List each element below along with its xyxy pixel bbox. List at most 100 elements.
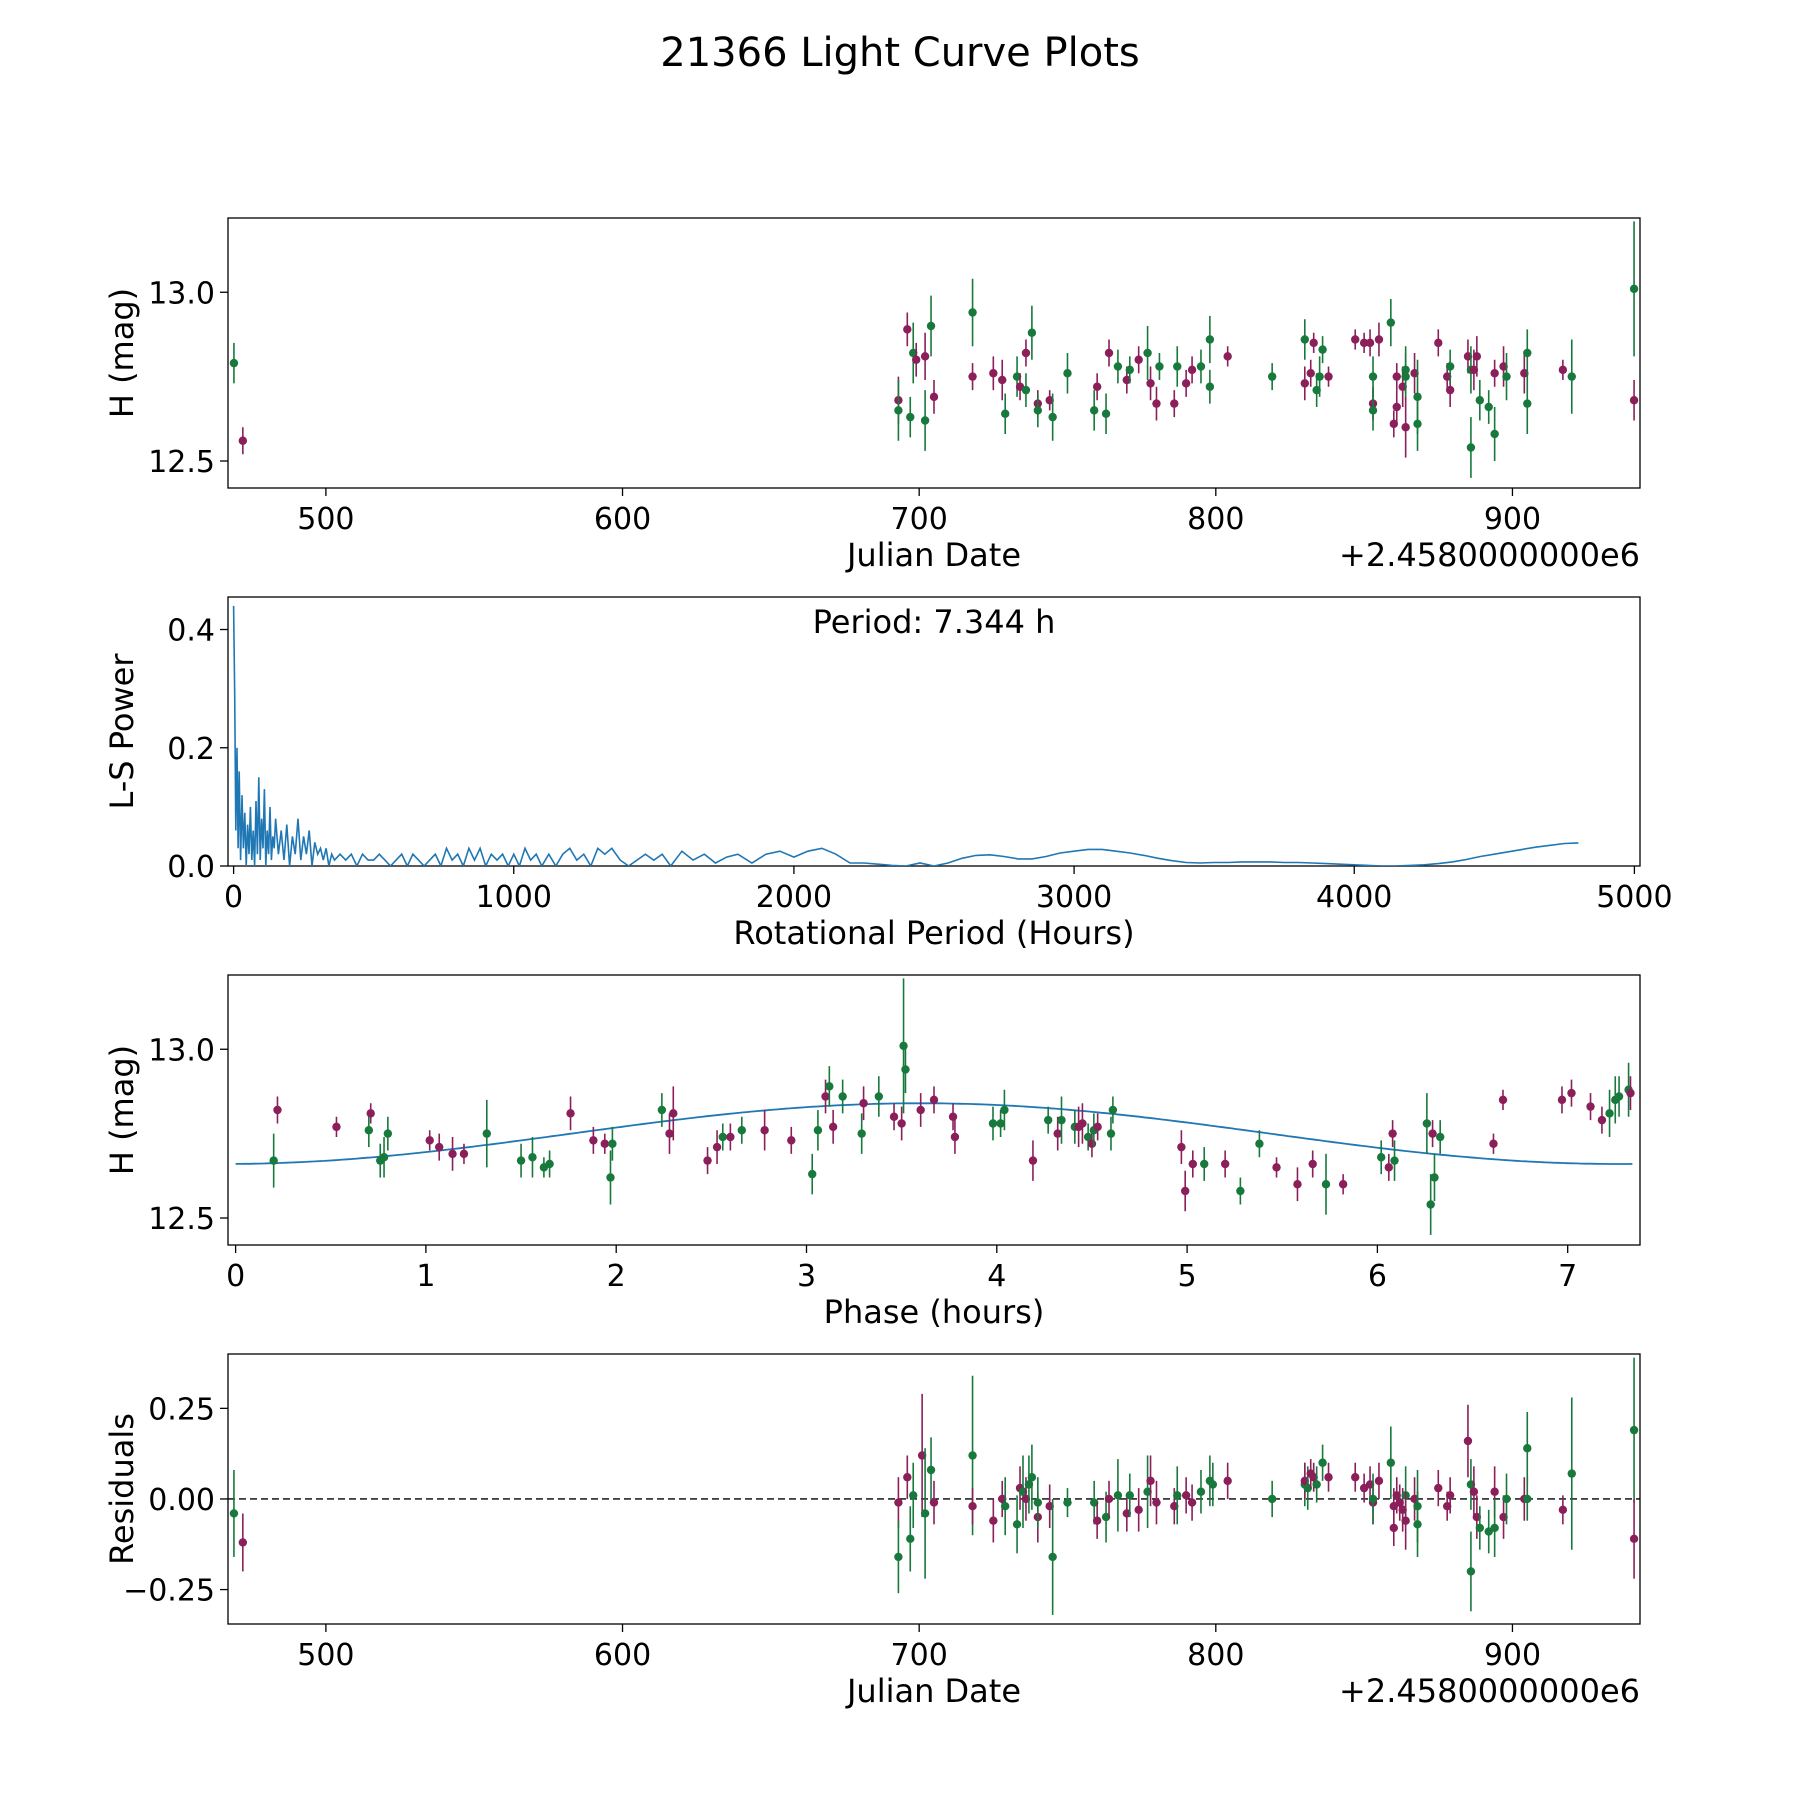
residuals-point: [1143, 1487, 1152, 1496]
light-curve-point: [1490, 369, 1499, 378]
residuals-point: [926, 1465, 936, 1475]
phase-curve-point: [1293, 1180, 1302, 1189]
light-curve-point: [1523, 399, 1532, 408]
residuals-point: [229, 1509, 239, 1518]
light-curve-point: [1368, 406, 1378, 415]
light-curve-point: [1463, 352, 1473, 361]
residuals-point: [1475, 1523, 1485, 1533]
light-curve-point: [920, 352, 930, 361]
light-curve-xtick-label: 900: [1484, 502, 1541, 537]
phase-curve-point: [1000, 1105, 1009, 1115]
phase-curve-point: [273, 1105, 282, 1115]
residuals-point: [989, 1516, 998, 1525]
residuals-point: [1490, 1487, 1499, 1496]
phase-curve-point: [1083, 1132, 1093, 1142]
phase-curve-xtick-label: 5: [1178, 1259, 1197, 1294]
light-curve-frame: [227, 217, 1641, 489]
phase-curve-point: [1428, 1129, 1437, 1138]
phase-curve-point: [1338, 1180, 1348, 1189]
light-curve-point: [1122, 375, 1132, 385]
residuals-point: [1021, 1494, 1031, 1504]
phase-curve-point: [857, 1129, 866, 1138]
residuals-ytick-label: 0.00: [148, 1483, 215, 1518]
residuals-point: [1312, 1480, 1321, 1489]
light-curve-point: [1170, 399, 1179, 408]
phase-curve-point: [838, 1092, 847, 1101]
residuals-point: [1466, 1567, 1476, 1576]
phase-curve-point: [1435, 1132, 1445, 1142]
phase-curve-point: [1388, 1129, 1397, 1138]
phase-curve-point: [366, 1109, 375, 1118]
phase-curve-xtick-label: 6: [1368, 1259, 1387, 1294]
phase-curve-point: [1586, 1102, 1595, 1111]
residuals-point: [1324, 1473, 1333, 1482]
residuals-point: [1386, 1458, 1396, 1467]
phase-curve-point: [1255, 1139, 1264, 1148]
phase-curve-point: [889, 1112, 899, 1121]
residuals-plot-area: [228, 1357, 1640, 1615]
residuals-point: [968, 1502, 977, 1511]
phase-curve-point: [606, 1173, 615, 1182]
phase-curve-panel: 0 1 2 3 4 5 6 7 12.5 13.0 Phase (hours) H (mag): [103, 974, 1641, 1331]
phase-curve-point: [1498, 1095, 1508, 1105]
phase-curve-xlabel: Phase (hours): [824, 1293, 1045, 1331]
light-curve-point: [1012, 372, 1022, 381]
light-curve-xlabel: Julian Date: [845, 536, 1021, 574]
light-curve-xtick-label: 600: [594, 502, 651, 537]
periodogram-xtick-label: 0: [224, 880, 243, 915]
residuals-point: [1092, 1516, 1102, 1525]
phase-curve-point: [901, 1065, 910, 1074]
residuals-point: [1401, 1516, 1410, 1525]
light-curve-point: [1223, 352, 1232, 361]
light-curve-point: [1045, 396, 1054, 405]
light-curve-point: [998, 375, 1007, 385]
residuals-point: [1196, 1487, 1206, 1496]
periodogram-plot-area: [232, 605, 1579, 866]
phase-curve-point: [996, 1119, 1005, 1128]
residuals-point: [903, 1473, 912, 1482]
phase-curve-point: [1200, 1159, 1209, 1169]
light-curve-point: [1267, 372, 1277, 381]
light-curve-offset-label: +2.4580000000e6: [1339, 536, 1640, 574]
phase-curve-point: [1087, 1139, 1097, 1148]
residuals-point: [929, 1498, 939, 1507]
light-curve-plot-area: [229, 221, 1639, 478]
phase-curve-point: [516, 1156, 526, 1165]
phase-curve-point: [813, 1126, 823, 1135]
residuals-point: [1063, 1498, 1072, 1507]
residuals-point: [1466, 1480, 1476, 1489]
phase-curve-ytick-label: 13.0: [148, 1033, 215, 1068]
phase-curve-point: [1489, 1139, 1498, 1148]
periodogram-ytick-label: 0.2: [167, 732, 215, 767]
light-curve-point: [1466, 443, 1476, 452]
light-curve-point: [1472, 352, 1482, 361]
residuals-xtick-label: 900: [1484, 1638, 1541, 1673]
phase-curve-point: [1188, 1159, 1198, 1169]
periodogram-xtick-label: 2000: [756, 880, 832, 915]
phase-curve-point: [821, 1092, 830, 1101]
residuals-point: [1181, 1491, 1191, 1500]
residuals-point: [894, 1498, 903, 1507]
phase-curve-point: [1180, 1186, 1190, 1196]
phase-curve-point: [1053, 1129, 1062, 1138]
phase-curve-point: [665, 1129, 674, 1138]
phase-curve-point: [448, 1149, 457, 1159]
light-curve-point: [1368, 372, 1378, 381]
light-curve-point: [1205, 382, 1215, 391]
light-curve-point: [1629, 396, 1639, 405]
residuals-point: [1472, 1512, 1482, 1522]
light-curve-point: [1445, 385, 1455, 395]
phase-curve-point: [1043, 1115, 1053, 1125]
light-curve-point: [1523, 348, 1532, 358]
residuals-point: [894, 1552, 903, 1562]
phase-curve-point: [657, 1105, 667, 1115]
residuals-point: [238, 1538, 248, 1547]
periodogram-ylabel: L-S Power: [103, 653, 141, 810]
residuals-point: [917, 1451, 927, 1460]
phase-curve-point: [1376, 1153, 1386, 1162]
light-curve-point: [1134, 355, 1143, 364]
phase-curve-point: [897, 1119, 906, 1128]
residuals-point: [1170, 1502, 1179, 1511]
residuals-point: [1318, 1458, 1327, 1467]
residuals-point: [1365, 1480, 1375, 1489]
